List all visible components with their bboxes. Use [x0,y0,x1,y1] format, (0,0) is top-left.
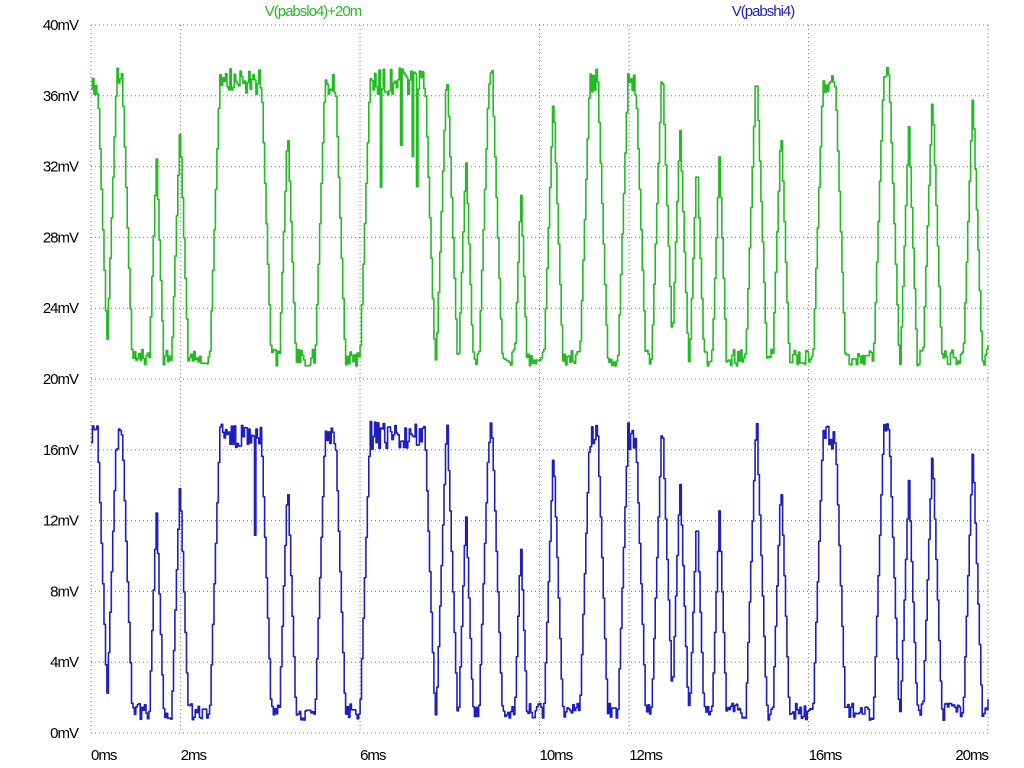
y-tick-label: 20mV [43,371,79,388]
y-tick-label: 40mV [43,17,79,34]
x-tick-label: 0ms [91,747,117,764]
y-tick-label: 16mV [43,442,79,459]
legend-entry-green: V(pabslo4)+20m [265,3,362,20]
x-tick-label: 20ms [955,747,988,764]
x-tick-label: 10ms [540,747,573,764]
axis-tick-labels: 0mV 4mV 8mV 12mV 16mV 20mV 24mV 28mV 32mV 36mV 40m… [43,17,990,764]
legend-entry-blue: V(pabshi4) [732,3,796,20]
series-line-pabslo4 [91,66,989,367]
y-tick-label: 28mV [43,229,79,246]
y-tick-label: 4mV [50,654,79,671]
x-tick-label: 2ms [181,747,207,764]
y-tick-label: 12mV [43,513,79,530]
x-tick-label: 12ms [629,747,662,764]
x-tick-label: 16ms [809,747,842,764]
series-layer [91,66,989,721]
x-tick-label: 6ms [360,747,386,764]
legend: V(pabslo4)+20m V(pabshi4) [265,3,797,20]
y-tick-label: 32mV [43,159,79,176]
y-tick-label: 24mV [43,300,79,317]
y-tick-label: 0mV [50,725,79,742]
y-tick-label: 36mV [43,88,79,105]
y-tick-label: 8mV [50,583,79,600]
series-line-pabshi4 [91,420,989,721]
grid-lines [90,24,989,734]
